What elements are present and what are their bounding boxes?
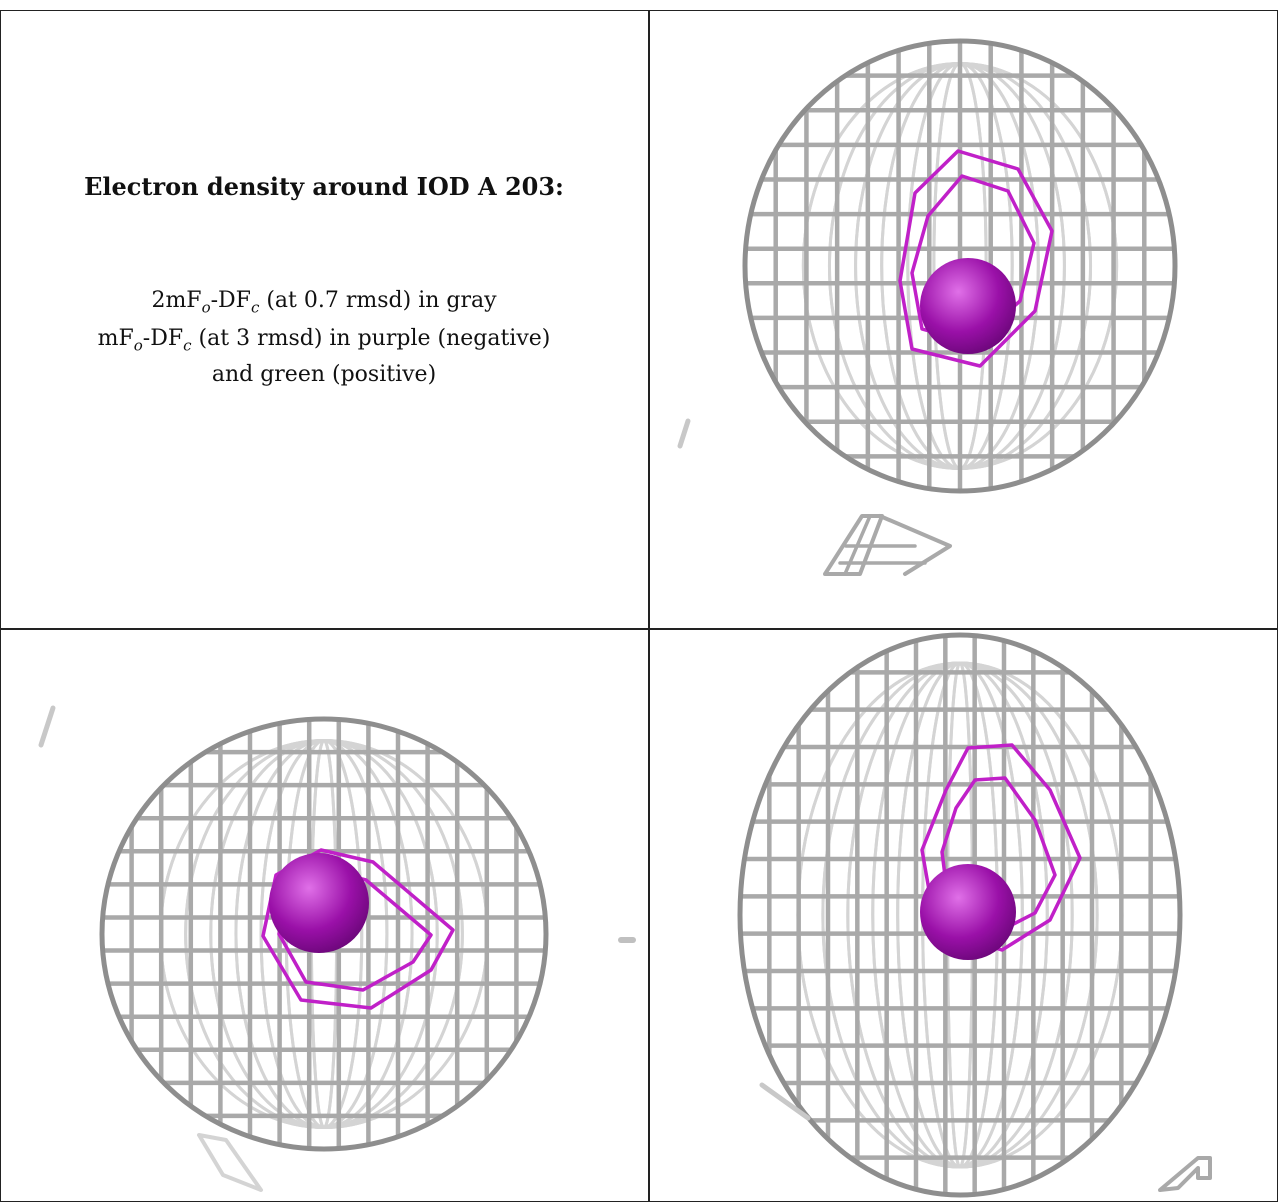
- bond-stick: [759, 1082, 811, 1121]
- purple-cage-outer: [261, 848, 455, 1010]
- fragment-edge: [838, 514, 927, 576]
- legend-line-2: mFo-DFc (at 3 rmsd) in purple (negative): [97, 326, 551, 355]
- purple-blob-tr: [920, 258, 1016, 354]
- negative-density-blob: [920, 258, 1016, 354]
- negative-density-blob: [269, 853, 369, 953]
- density-mesh-view: [677, 38, 1178, 576]
- column-divider: [648, 10, 650, 1202]
- bond-stick: [677, 418, 691, 449]
- mesh-fragment: [1158, 1156, 1212, 1192]
- purple-cage-inner: [910, 174, 1036, 345]
- purple-cage-outer: [920, 743, 1082, 952]
- mesh-outline: [742, 38, 1178, 494]
- row-divider: [0, 628, 1278, 630]
- view-bottom-right: [650, 630, 1277, 1201]
- view-bottom-left: [1, 630, 648, 1201]
- legend-line-1: 2mFo-DFc (at 0.7 rmsd) in gray: [151, 288, 497, 317]
- mesh-fragment: [823, 514, 952, 576]
- purple-cage-inner: [940, 776, 1057, 934]
- legend-title: Electron density around IOD A 203:: [84, 172, 564, 201]
- bond-stick: [38, 705, 56, 748]
- negative-density-blob: [920, 864, 1016, 960]
- view-top-right: [650, 11, 1277, 628]
- purple-blob-br: [920, 864, 1016, 960]
- legend-line-3: and green (positive): [211, 362, 437, 387]
- legend-panel: Electron density around IOD A 203: 2mFo-…: [0, 10, 648, 628]
- faint-fragment: [197, 1133, 263, 1192]
- mesh-outline: [737, 632, 1183, 1198]
- mesh-outline: [99, 716, 549, 1152]
- density-mesh-view: [38, 705, 636, 1192]
- density-mesh-view: [737, 632, 1212, 1198]
- purple-cage-outer: [898, 149, 1054, 368]
- purple-blob-bl: [269, 853, 369, 953]
